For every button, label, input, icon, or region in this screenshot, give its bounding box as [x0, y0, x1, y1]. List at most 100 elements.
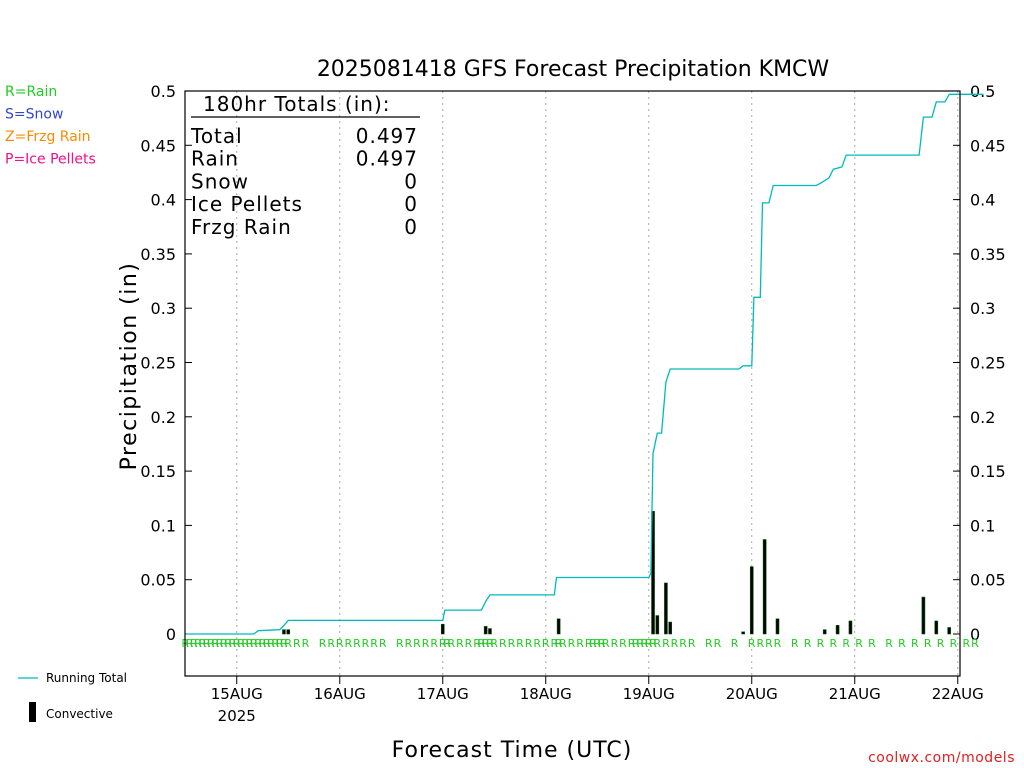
convective-bar	[848, 620, 853, 635]
y-tick-label-right: 0.1	[970, 516, 995, 535]
ptype-symbol: R	[950, 637, 958, 650]
ptype-symbol: R	[379, 637, 387, 650]
totals-row-label: Total	[190, 124, 243, 148]
ptype-symbol: R	[254, 637, 262, 650]
y-tick-label-right: 0	[970, 625, 980, 644]
ptype-legend-item: S=Snow	[5, 107, 63, 123]
ptype-symbol: R	[473, 637, 481, 650]
ptype-symbol: R	[293, 637, 301, 650]
ptype-symbol: R	[731, 637, 739, 650]
ptype-symbol: R	[267, 637, 275, 650]
ptype-symbol: R	[765, 637, 773, 650]
ptype-symbol: R	[533, 637, 541, 650]
ptype-symbol: R	[362, 637, 370, 650]
ptype-symbol: R	[448, 637, 456, 650]
ptype-symbol: R	[757, 637, 765, 650]
ptype-symbol: R	[516, 637, 524, 650]
ptype-symbol: R	[551, 637, 559, 650]
y-tick-label-left: 0.3	[151, 299, 176, 318]
ptype-symbol: R	[593, 637, 601, 650]
ptype-symbol: R	[774, 637, 782, 650]
chart-title: 2025081418 GFS Forecast Precipitation KM…	[317, 57, 830, 82]
x-axis: 15AUG 2025 16AUG 17AUG 18AUG 19AUG 20AUG 21AUG 2…	[211, 676, 984, 725]
ptype-legend: R=Rain S=Snow Z=Frzg Rain P=Ice Pellets	[5, 84, 96, 168]
convective-bar	[668, 621, 673, 635]
ptype-symbol: R	[791, 637, 799, 650]
ptype-symbol: R	[465, 637, 473, 650]
y-tick-label-left: 0.5	[151, 82, 176, 101]
ptype-symbol: R	[224, 637, 232, 650]
y-tick-label-right: 0.3	[970, 299, 995, 318]
convective-bar	[664, 582, 668, 635]
ptype-symbol: R	[482, 637, 490, 650]
totals-row-value: 0	[404, 169, 418, 193]
ptype-symbol: R	[817, 637, 825, 650]
convective-bar	[282, 629, 286, 635]
ptype-symbol: R	[186, 637, 194, 650]
y-axis-left: 0 0.05 0.1 0.15 0.2 0.25 0.3 0.35 0.4 0.45 0.5	[140, 82, 192, 644]
y-tick-label-left: 0.1	[151, 516, 176, 535]
ptype-symbol: R	[280, 637, 288, 650]
ptype-symbol: R	[203, 637, 211, 650]
totals-row-label: Ice Pellets	[191, 192, 303, 216]
ptype-symbol: R	[422, 637, 430, 650]
ptype-symbol: R	[242, 637, 250, 650]
ptype-symbol: R	[396, 637, 404, 650]
y-tick-label-right: 0.25	[970, 354, 1006, 373]
ptype-symbol: R	[327, 637, 335, 650]
ptype-symbol: R	[233, 637, 241, 650]
legend-running-total-label: Running Total	[46, 671, 127, 685]
x-tick-label: 20AUG	[726, 685, 778, 703]
ptype-legend-item: R=Rain	[5, 84, 57, 100]
y-tick-label-left: 0.15	[140, 462, 176, 481]
y-axis-right: 0 0.05 0.1 0.15 0.2 0.25 0.3 0.35 0.4 0.45 0.5	[953, 82, 1006, 644]
ptype-symbol: R	[898, 637, 906, 650]
ptype-symbol: R	[885, 637, 893, 650]
convective-bars	[282, 510, 951, 635]
plot-frame	[184, 90, 961, 677]
convective-bar	[483, 626, 488, 635]
convective-bar	[934, 620, 939, 635]
ptype-symbol: R	[319, 637, 327, 650]
totals-row-value: 0.497	[356, 124, 418, 148]
ptype-symbol: R	[508, 637, 516, 650]
series-legend: Running Total Convective	[18, 671, 127, 722]
ptype-symbol: R	[478, 637, 486, 650]
ptype-symbol: R	[486, 637, 494, 650]
convective-bar	[947, 627, 951, 635]
ptype-symbol: R	[276, 637, 284, 650]
x-axis-label: Forecast Time (UTC)	[392, 738, 633, 763]
ptype-symbol: R	[585, 637, 593, 650]
ptype-symbol: R	[237, 637, 245, 650]
ptype-symbol: R	[632, 637, 640, 650]
ptype-symbol: R	[662, 637, 670, 650]
totals-box: 180hr Totals (in): Total 0.497 Rain 0.497 Sno…	[190, 92, 420, 239]
convective-bar	[822, 629, 827, 635]
x-tick-label: 22AUG	[932, 685, 984, 703]
ptype-symbol: R	[649, 637, 657, 650]
ptype-symbol: R	[654, 637, 662, 650]
y-tick-label-right: 0.4	[970, 191, 995, 210]
totals-row-label: Snow	[191, 169, 249, 193]
ptype-symbol: R	[602, 637, 610, 650]
convective-bar	[655, 615, 660, 635]
ptype-symbol: R	[714, 637, 722, 650]
ptype-symbol: R	[259, 637, 267, 650]
ptype-symbol: R	[971, 637, 979, 650]
ptype-symbol: R	[456, 637, 464, 650]
ptype-symbol: R	[868, 637, 876, 650]
ptype-symbol: R	[194, 637, 202, 650]
ptype-symbol: R	[598, 637, 606, 650]
x-tick-label: 15AUG	[211, 685, 263, 703]
legend-convective-swatch	[29, 702, 36, 722]
totals-header: 180hr Totals (in):	[203, 92, 391, 116]
ptype-symbol: R	[439, 637, 447, 650]
y-tick-label-right: 0.05	[970, 571, 1006, 590]
ptype-symbol: R	[490, 637, 498, 650]
ptype-symbol: R	[405, 637, 413, 650]
x-tick-label: 18AUG	[520, 685, 572, 703]
ptype-symbol: R	[211, 637, 219, 650]
